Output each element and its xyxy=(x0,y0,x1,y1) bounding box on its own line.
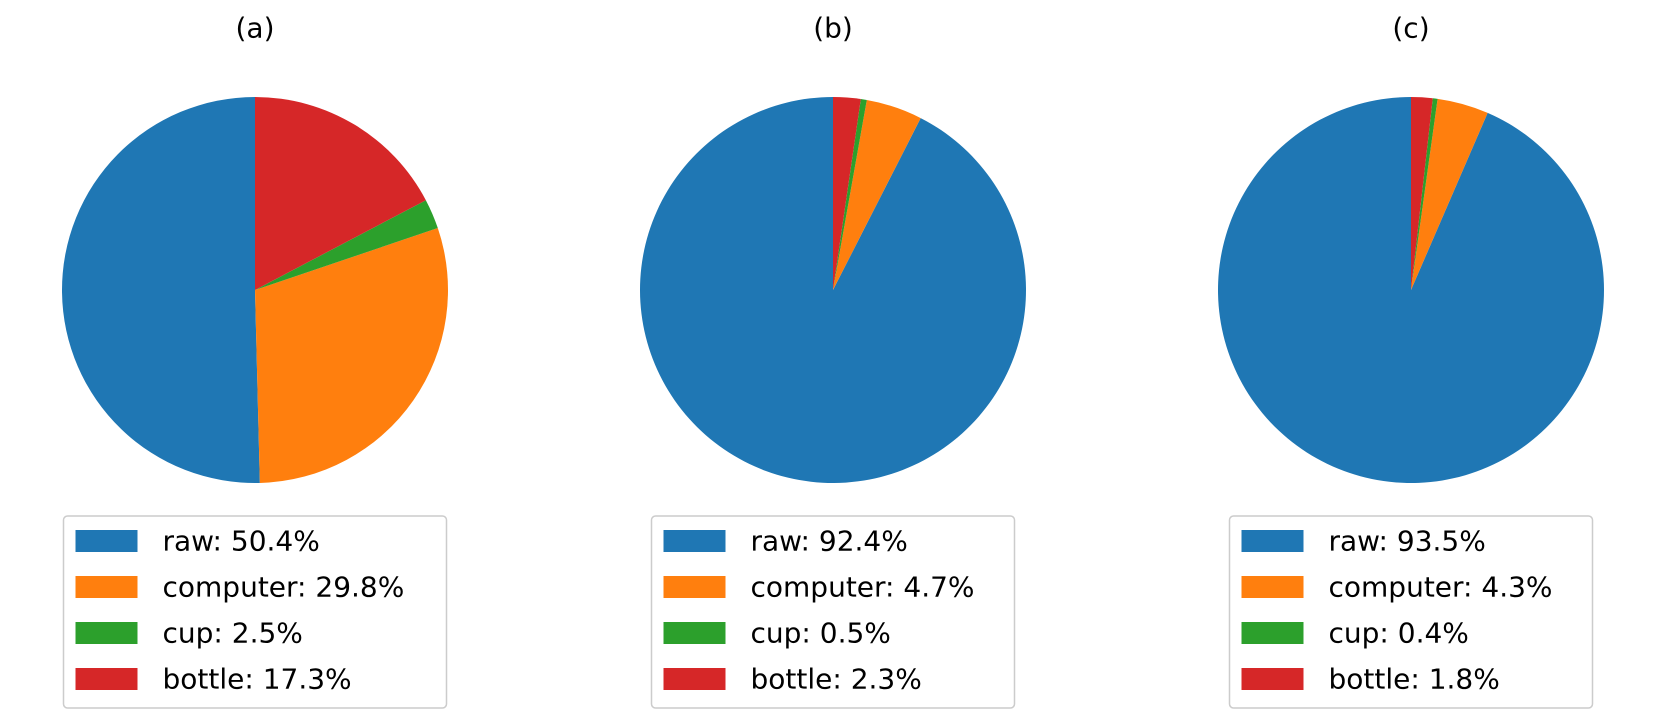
legend-label-bottle: bottle: 2.3% xyxy=(751,663,922,696)
legend-label-computer: computer: 4.7% xyxy=(751,571,975,604)
pie-slice-raw xyxy=(639,97,1026,483)
panel-title: (a) xyxy=(235,12,274,45)
legend-swatch-computer xyxy=(1241,576,1304,598)
legend-swatch-raw xyxy=(75,530,138,552)
pie-slice-computer xyxy=(255,228,448,483)
pie-slice-bottle xyxy=(833,97,861,290)
legend-swatch-bottle xyxy=(663,668,726,690)
legend-label-computer: computer: 29.8% xyxy=(163,571,405,604)
pie-slice-computer xyxy=(833,99,921,290)
pie-slice-bottle xyxy=(1411,97,1433,290)
pie-panel-1: (a) raw: 50.4% computer: 29.8% cup: 2.5% bot… xyxy=(61,12,448,709)
pie-slice-raw xyxy=(1218,97,1605,483)
pie-slice-computer xyxy=(1411,98,1488,290)
pie-slice-raw xyxy=(61,97,260,483)
panel-title: (c) xyxy=(1392,12,1429,45)
legend-label-cup: cup: 0.4% xyxy=(1329,617,1469,650)
legend-swatch-cup xyxy=(75,622,138,644)
pie-panel-2: (b) raw: 92.4% computer: 4.7% cup: 0.5% bott… xyxy=(639,12,1026,709)
pie-slice-cup xyxy=(255,200,438,290)
legend-swatch-raw xyxy=(663,530,726,552)
pie-slice-bottle xyxy=(255,97,426,290)
legend-box xyxy=(1228,515,1594,709)
legend-box xyxy=(62,515,448,709)
pie-panel-3: (c) raw: 93.5% computer: 4.3% cup: 0.4% bott… xyxy=(1218,12,1605,709)
panel-title: (b) xyxy=(813,12,853,45)
legend-swatch-computer xyxy=(75,576,138,598)
legend-label-raw: raw: 92.4% xyxy=(751,525,908,558)
legend-label-raw: raw: 93.5% xyxy=(1329,525,1486,558)
legend-swatch-bottle xyxy=(1241,668,1304,690)
legend-label-raw: raw: 50.4% xyxy=(163,525,320,558)
legend-swatch-computer xyxy=(663,576,726,598)
legend-swatch-bottle xyxy=(75,668,138,690)
legend-label-cup: cup: 2.5% xyxy=(163,617,303,650)
legend-swatch-cup xyxy=(663,622,726,644)
legend-swatch-raw xyxy=(1241,530,1304,552)
legend-label-bottle: bottle: 17.3% xyxy=(163,663,352,696)
legend-box xyxy=(650,515,1016,709)
legend-swatch-cup xyxy=(1241,622,1304,644)
pie-slice-cup xyxy=(833,99,867,291)
pie-slice-cup xyxy=(1411,98,1438,290)
legend-label-bottle: bottle: 1.8% xyxy=(1329,663,1500,696)
legend-label-computer: computer: 4.3% xyxy=(1329,571,1553,604)
legend-label-cup: cup: 0.5% xyxy=(751,617,891,650)
